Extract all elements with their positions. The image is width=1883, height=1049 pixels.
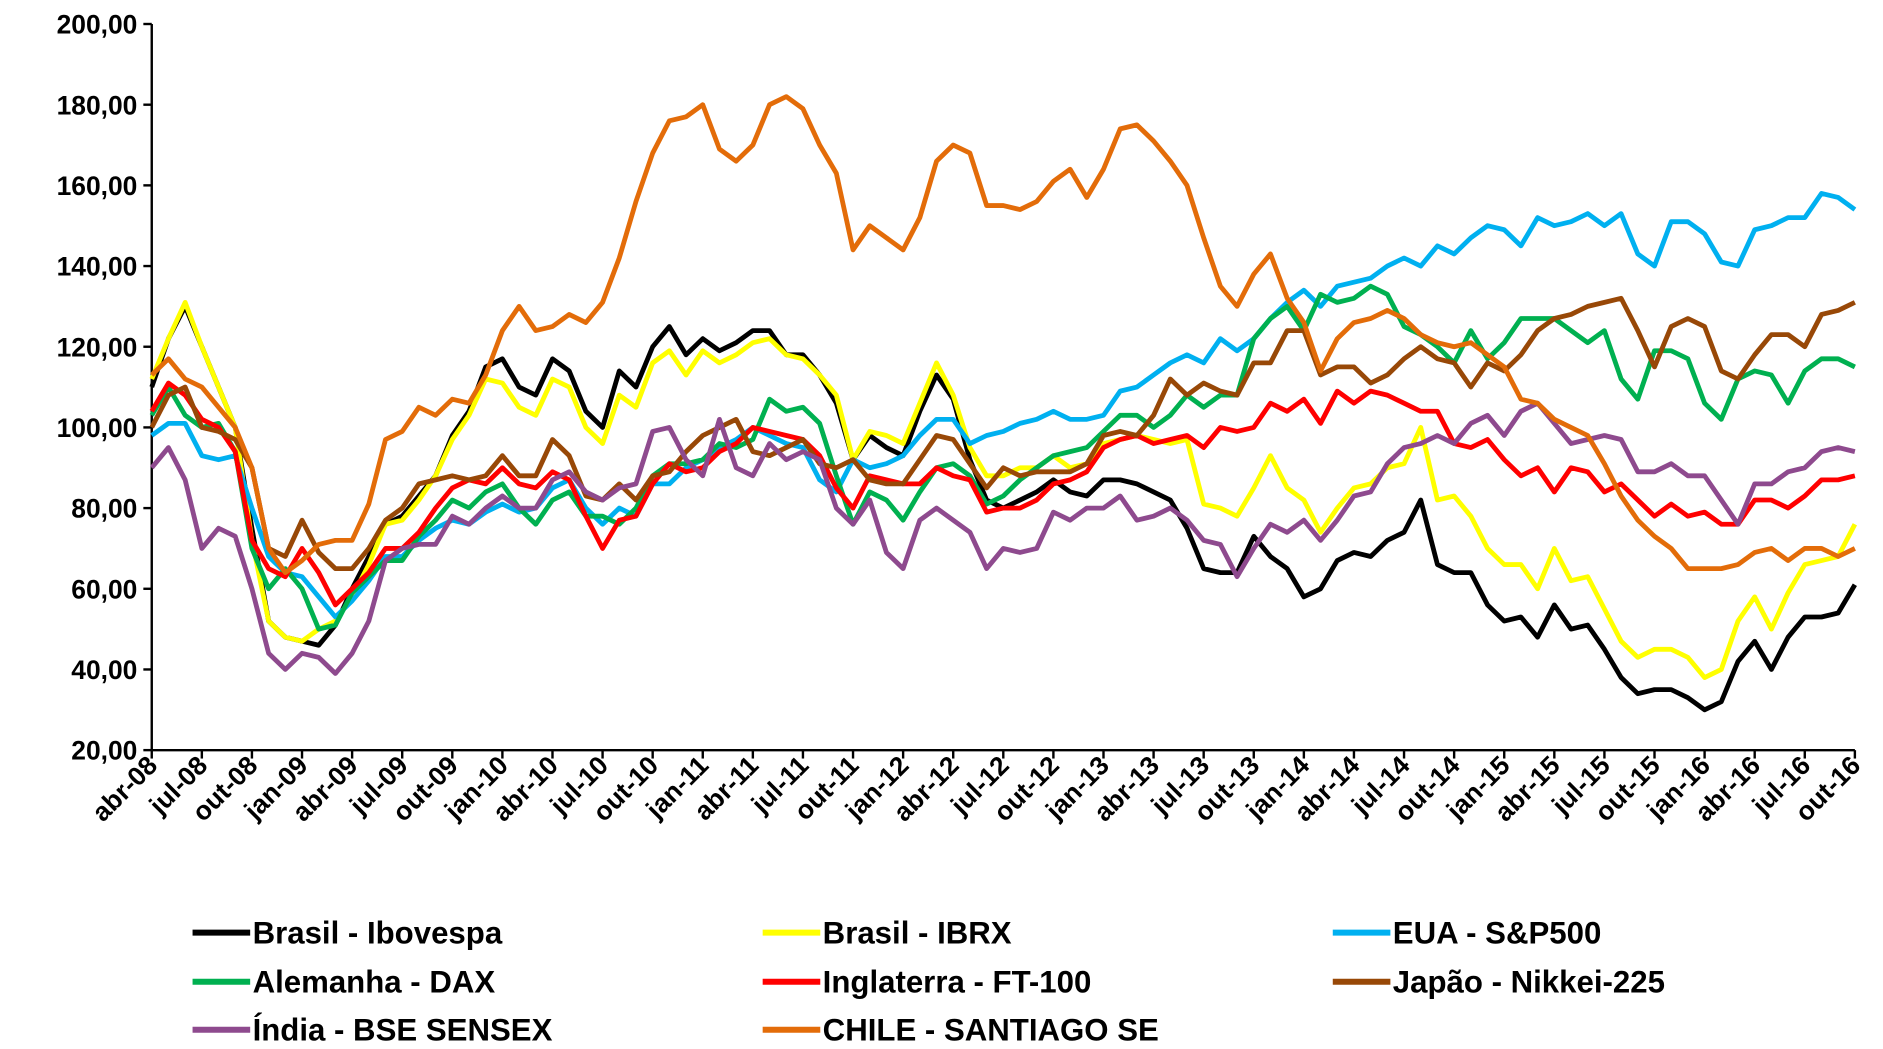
y-tick-label: 200,00 — [57, 10, 138, 40]
series-line — [149, 295, 1856, 572]
legend-label: EUA - S&P500 — [1393, 915, 1602, 950]
legend-label: CHILE - SANTIAGO SE — [823, 1013, 1159, 1048]
y-tick-label: 40,00 — [71, 655, 137, 685]
series-line — [149, 299, 1858, 680]
y-tick-label: 80,00 — [71, 494, 137, 524]
y-tick-label: 160,00 — [57, 171, 138, 201]
series-line — [150, 191, 1857, 620]
y-tick-label: 120,00 — [57, 332, 138, 362]
legend-label: Inglaterra - FT-100 — [823, 965, 1092, 1000]
legend-label: Índia - BSE SENSEX — [253, 1013, 553, 1048]
y-tick-label: 20,00 — [71, 736, 137, 766]
series-line — [149, 283, 1856, 632]
legend-label: Japão - Nikkei-225 — [1393, 965, 1665, 1000]
y-tick-label: 140,00 — [57, 252, 138, 282]
y-tick-label: 180,00 — [57, 90, 138, 120]
legend-label: Alemanha - DAX — [253, 965, 496, 1000]
series-line — [149, 400, 1856, 676]
series-line — [150, 94, 1856, 576]
y-tick-label: 60,00 — [71, 574, 137, 604]
legend-label: Brasil - Ibovespa — [253, 915, 503, 950]
legend-label: Brasil - IBRX — [823, 915, 1012, 950]
y-tick-label: 100,00 — [57, 413, 138, 443]
series-line — [149, 380, 1856, 608]
